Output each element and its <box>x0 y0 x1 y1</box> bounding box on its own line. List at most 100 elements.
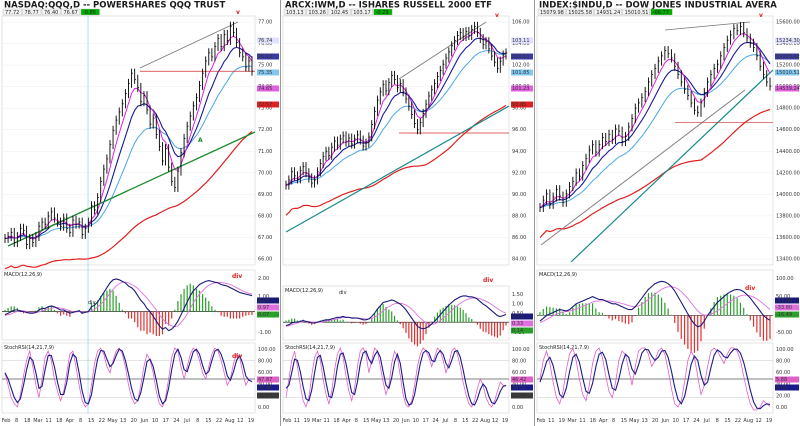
date-tick-label: 15 <box>88 418 94 424</box>
macd-badge-value: 0.47 <box>512 314 523 320</box>
date-tick-label: Jul <box>183 418 190 424</box>
price-badge <box>775 85 799 92</box>
macd-line <box>4 278 253 332</box>
macd-badge <box>775 304 799 311</box>
date-tick-label: May <box>107 418 117 424</box>
stoch-badge <box>257 384 279 391</box>
title-bar <box>0 0 280 8</box>
macd-badge-value: 0.33 <box>512 321 523 327</box>
wedge-line <box>139 21 239 69</box>
ohlc-readout: 15079.98 15025.58 14931.24 15010.51 -66.77 <box>537 8 673 16</box>
stoch-badge-value: 47.87 <box>258 377 272 383</box>
price-tick-label: 15400.00 <box>776 41 800 47</box>
price-badge-value: 15010.51 <box>776 70 800 76</box>
date-tick-label: 8 <box>355 418 358 424</box>
macd-tick-label: -1.00 <box>258 330 271 336</box>
macd-tick-label: 50.00 <box>776 294 790 300</box>
stoch-badge-value: 38.53 <box>512 385 526 391</box>
stoch-badge-value: 36.88 <box>258 385 272 391</box>
price-tick-label: 67.00 <box>258 235 272 241</box>
date-tick-label: 19 <box>559 418 565 424</box>
price-badge-value: 14539.24 <box>776 86 800 92</box>
date-tick-label: 8 <box>196 418 199 424</box>
date-tick-label: 10 <box>673 418 679 424</box>
ohlc-box <box>306 8 328 16</box>
ohlc-box <box>61 8 81 16</box>
macd-divergence-label: div <box>483 277 493 284</box>
price-tick-label: 14800.00 <box>776 106 800 112</box>
trend-line <box>570 69 774 263</box>
trend-line <box>285 105 510 233</box>
ohlc-value: 15010.51 <box>625 10 649 16</box>
macd-badge <box>511 320 533 327</box>
macd-line <box>539 280 771 328</box>
stoch-tick-label: 60.00 <box>512 370 526 376</box>
date-tick-label: Feb <box>2 418 11 424</box>
macd-pane-frame <box>282 285 510 341</box>
date-tick-label: 20 <box>652 418 658 424</box>
macd-line <box>285 295 507 330</box>
stoch-tick-label: 80.00 <box>776 359 790 365</box>
date-tick-label: 19 <box>502 418 508 424</box>
ohlc-box <box>80 8 100 16</box>
macd-tick-label: 1.00 <box>258 294 269 300</box>
ohlc-box <box>328 8 351 16</box>
stoch-pane-frame <box>282 342 510 414</box>
ema-mid-line <box>285 37 507 186</box>
ohlc-value: 77.72 <box>5 10 19 16</box>
macd-signal-line <box>285 297 507 327</box>
macd-pane-frame <box>1 269 256 341</box>
stoch-badge-value: 46.42 <box>512 377 526 383</box>
panel-svg: NASDAQ:QQQ,D -- POWERSHARES QQQ TRUST77.… <box>0 0 280 424</box>
chart-title: NASDAQ:QQQ,D -- POWERSHARES QQQ TRUST <box>4 1 225 11</box>
price-tick-label: 71.00 <box>258 149 272 155</box>
price-tick-label: 13600.00 <box>776 235 800 241</box>
date-tick-label: 18 <box>333 418 339 424</box>
date-tick-label: 15 <box>363 418 369 424</box>
price-badge <box>257 37 279 44</box>
price-tick-label: 66.00 <box>258 257 272 263</box>
date-tick-label: 12 <box>755 418 761 424</box>
date-tick-label: Jul <box>703 418 710 424</box>
stoch-tick-label: 0.00 <box>258 405 269 411</box>
price-badge <box>511 85 533 92</box>
date-tick-label: Mar <box>312 418 322 424</box>
ohlc-value: -0.29 <box>376 10 389 16</box>
price-tick-label: 72.00 <box>258 127 272 133</box>
ohlc-value: 78.77 <box>25 10 39 16</box>
ohlc-box <box>622 8 650 16</box>
stoch-badge-value: 5.88 <box>776 377 787 383</box>
support-marker: A <box>198 137 203 144</box>
date-tick-label: Mar <box>33 418 43 424</box>
price-badge <box>775 53 799 60</box>
price-tick-label: 14400.00 <box>776 149 800 155</box>
ohlc-box <box>537 8 566 16</box>
ohlc-box <box>22 8 42 16</box>
price-tick-label: 13400.00 <box>776 257 800 263</box>
macd-tick-label: -50.00 <box>776 330 792 336</box>
stoch-tick-label: 100.00 <box>512 347 530 353</box>
macd-badge <box>257 304 279 311</box>
date-tick-label: Aug <box>480 418 490 424</box>
price-badge-value: 74.65 <box>258 86 272 92</box>
ohlc-box <box>350 8 373 16</box>
stoch-pane-frame <box>536 342 774 414</box>
date-tick-label: 15 <box>621 418 627 424</box>
date-tick-label: Feb <box>537 418 546 424</box>
date-tick-label: Feb <box>283 418 292 424</box>
price-tick-label: 92.00 <box>512 170 526 176</box>
chart-title: ARCX:IWM,D -- ISHARES RUSSELL 2000 ETF <box>285 1 492 11</box>
date-tick-label: 24 <box>693 418 699 424</box>
slow-ma-line <box>285 104 507 216</box>
macd-tick-label: 1.00 <box>512 302 523 308</box>
ohlc-value: 15025.58 <box>568 10 592 16</box>
price-badge-value: 75.35 <box>258 70 272 76</box>
macd-signal-line <box>539 286 771 324</box>
price-tick-label: 90.00 <box>512 192 526 198</box>
panel-svg: INDEX:$INDU,D -- DOW JONES INDUSTRIAL AV… <box>535 0 800 424</box>
ohlc-readout: 103.13 103.26 102.45 103.17 -0.29 <box>283 8 393 16</box>
date-tick-label: 24 <box>173 418 179 424</box>
stoch-tick-label: 100.00 <box>258 347 276 353</box>
price-tick-label: 15600.00 <box>776 20 800 26</box>
